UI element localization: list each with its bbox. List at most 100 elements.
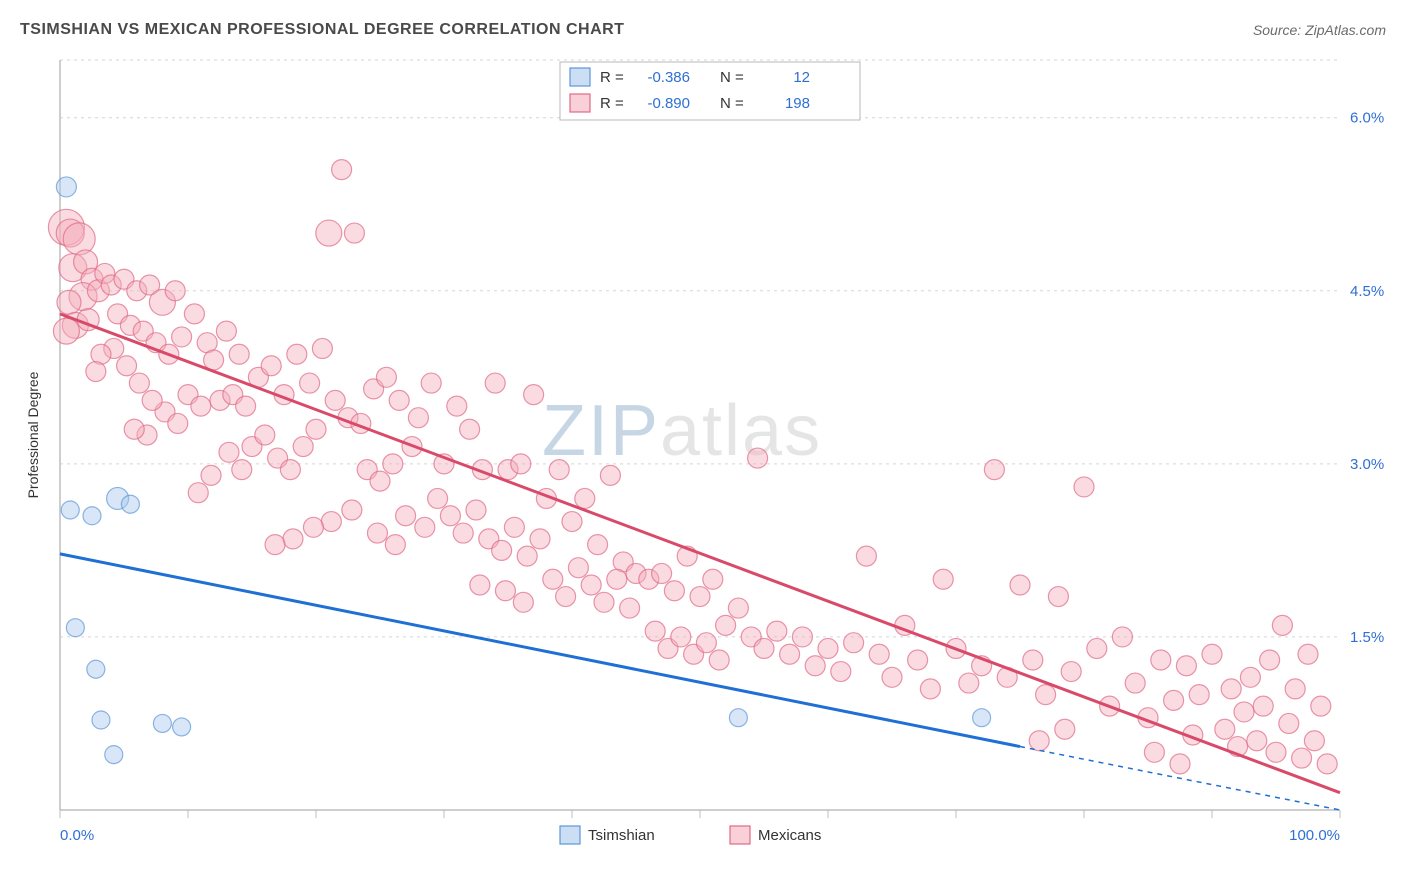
data-point (470, 575, 490, 595)
data-point (344, 223, 364, 243)
data-point (1125, 673, 1145, 693)
data-point (1112, 627, 1132, 647)
data-point (856, 546, 876, 566)
legend-r-value: -0.386 (647, 69, 690, 86)
data-point (188, 483, 208, 503)
data-point (1176, 656, 1196, 676)
data-point (342, 500, 362, 520)
data-point (165, 281, 185, 301)
data-point (1055, 719, 1075, 739)
data-point (466, 500, 486, 520)
tick-label-y: 4.5% (1350, 283, 1384, 300)
data-point (1266, 742, 1286, 762)
data-point (1317, 754, 1337, 774)
data-point (303, 517, 323, 537)
data-point (549, 460, 569, 480)
data-point (283, 529, 303, 549)
data-point (63, 223, 95, 255)
data-point (261, 356, 281, 376)
data-point (620, 598, 640, 618)
data-point (83, 507, 101, 525)
axis-label-y: Professional Degree (25, 371, 41, 498)
data-point (869, 644, 889, 664)
legend-n-value: 12 (793, 69, 810, 86)
data-point (844, 633, 864, 653)
data-point (818, 638, 838, 658)
legend-swatch (730, 826, 750, 844)
legend-swatch (570, 68, 590, 86)
data-point (460, 419, 480, 439)
data-point (511, 454, 531, 474)
data-point (236, 396, 256, 416)
data-point (232, 460, 252, 480)
data-point (1279, 713, 1299, 733)
data-point (1023, 650, 1043, 670)
data-point (568, 558, 588, 578)
data-point (728, 598, 748, 618)
tick-label-x: 100.0% (1289, 827, 1340, 844)
data-point (117, 356, 137, 376)
scatter-chart: ZIPatlas1.5%3.0%4.5%6.0%0.0%100.0%Profes… (20, 50, 1386, 870)
data-point (543, 569, 563, 589)
legend-r-label: R = (600, 95, 624, 112)
data-point (1151, 650, 1171, 670)
data-point (1240, 667, 1260, 687)
data-point (1061, 662, 1081, 682)
data-point (703, 569, 723, 589)
data-point (1170, 754, 1190, 774)
data-point (908, 650, 928, 670)
data-point (124, 419, 144, 439)
data-point (121, 495, 139, 513)
data-point (1048, 587, 1068, 607)
data-point (447, 396, 467, 416)
legend-swatch (560, 826, 580, 844)
chart-title: TSIMSHIAN VS MEXICAN PROFESSIONAL DEGREE… (20, 21, 624, 39)
chart-source: Source: ZipAtlas.com (1253, 22, 1386, 38)
data-point (453, 523, 473, 543)
data-point (370, 471, 390, 491)
data-point (652, 563, 672, 583)
tick-label-y: 6.0% (1350, 110, 1384, 127)
data-point (831, 662, 851, 682)
data-point (280, 460, 300, 480)
data-point (562, 512, 582, 532)
data-point (492, 540, 512, 560)
legend-r-value: -0.890 (647, 95, 690, 112)
data-point (1215, 719, 1235, 739)
data-point (421, 373, 441, 393)
data-point (385, 535, 405, 555)
data-point (1260, 650, 1280, 670)
data-point (389, 390, 409, 410)
data-point (600, 465, 620, 485)
data-point (56, 177, 76, 197)
data-point (61, 501, 79, 519)
data-point (792, 627, 812, 647)
data-point (325, 390, 345, 410)
trend-line (60, 314, 1340, 793)
data-point (671, 627, 691, 647)
data-point (367, 523, 387, 543)
data-point (300, 373, 320, 393)
tick-label-y: 1.5% (1350, 629, 1384, 646)
data-point (1298, 644, 1318, 664)
data-point (383, 454, 403, 474)
data-point (729, 709, 747, 727)
data-point (690, 587, 710, 607)
data-point (1285, 679, 1305, 699)
data-point (172, 327, 192, 347)
data-point (709, 650, 729, 670)
data-point (316, 220, 342, 246)
data-point (607, 569, 627, 589)
data-point (581, 575, 601, 595)
data-point (588, 535, 608, 555)
watermark-icon: atlas (660, 391, 822, 471)
data-point (780, 644, 800, 664)
data-point (87, 660, 105, 678)
data-point (1311, 696, 1331, 716)
data-point (645, 621, 665, 641)
data-point (1272, 615, 1292, 635)
data-point (556, 587, 576, 607)
data-point (1292, 748, 1312, 768)
data-point (664, 581, 684, 601)
data-point (1304, 731, 1324, 751)
